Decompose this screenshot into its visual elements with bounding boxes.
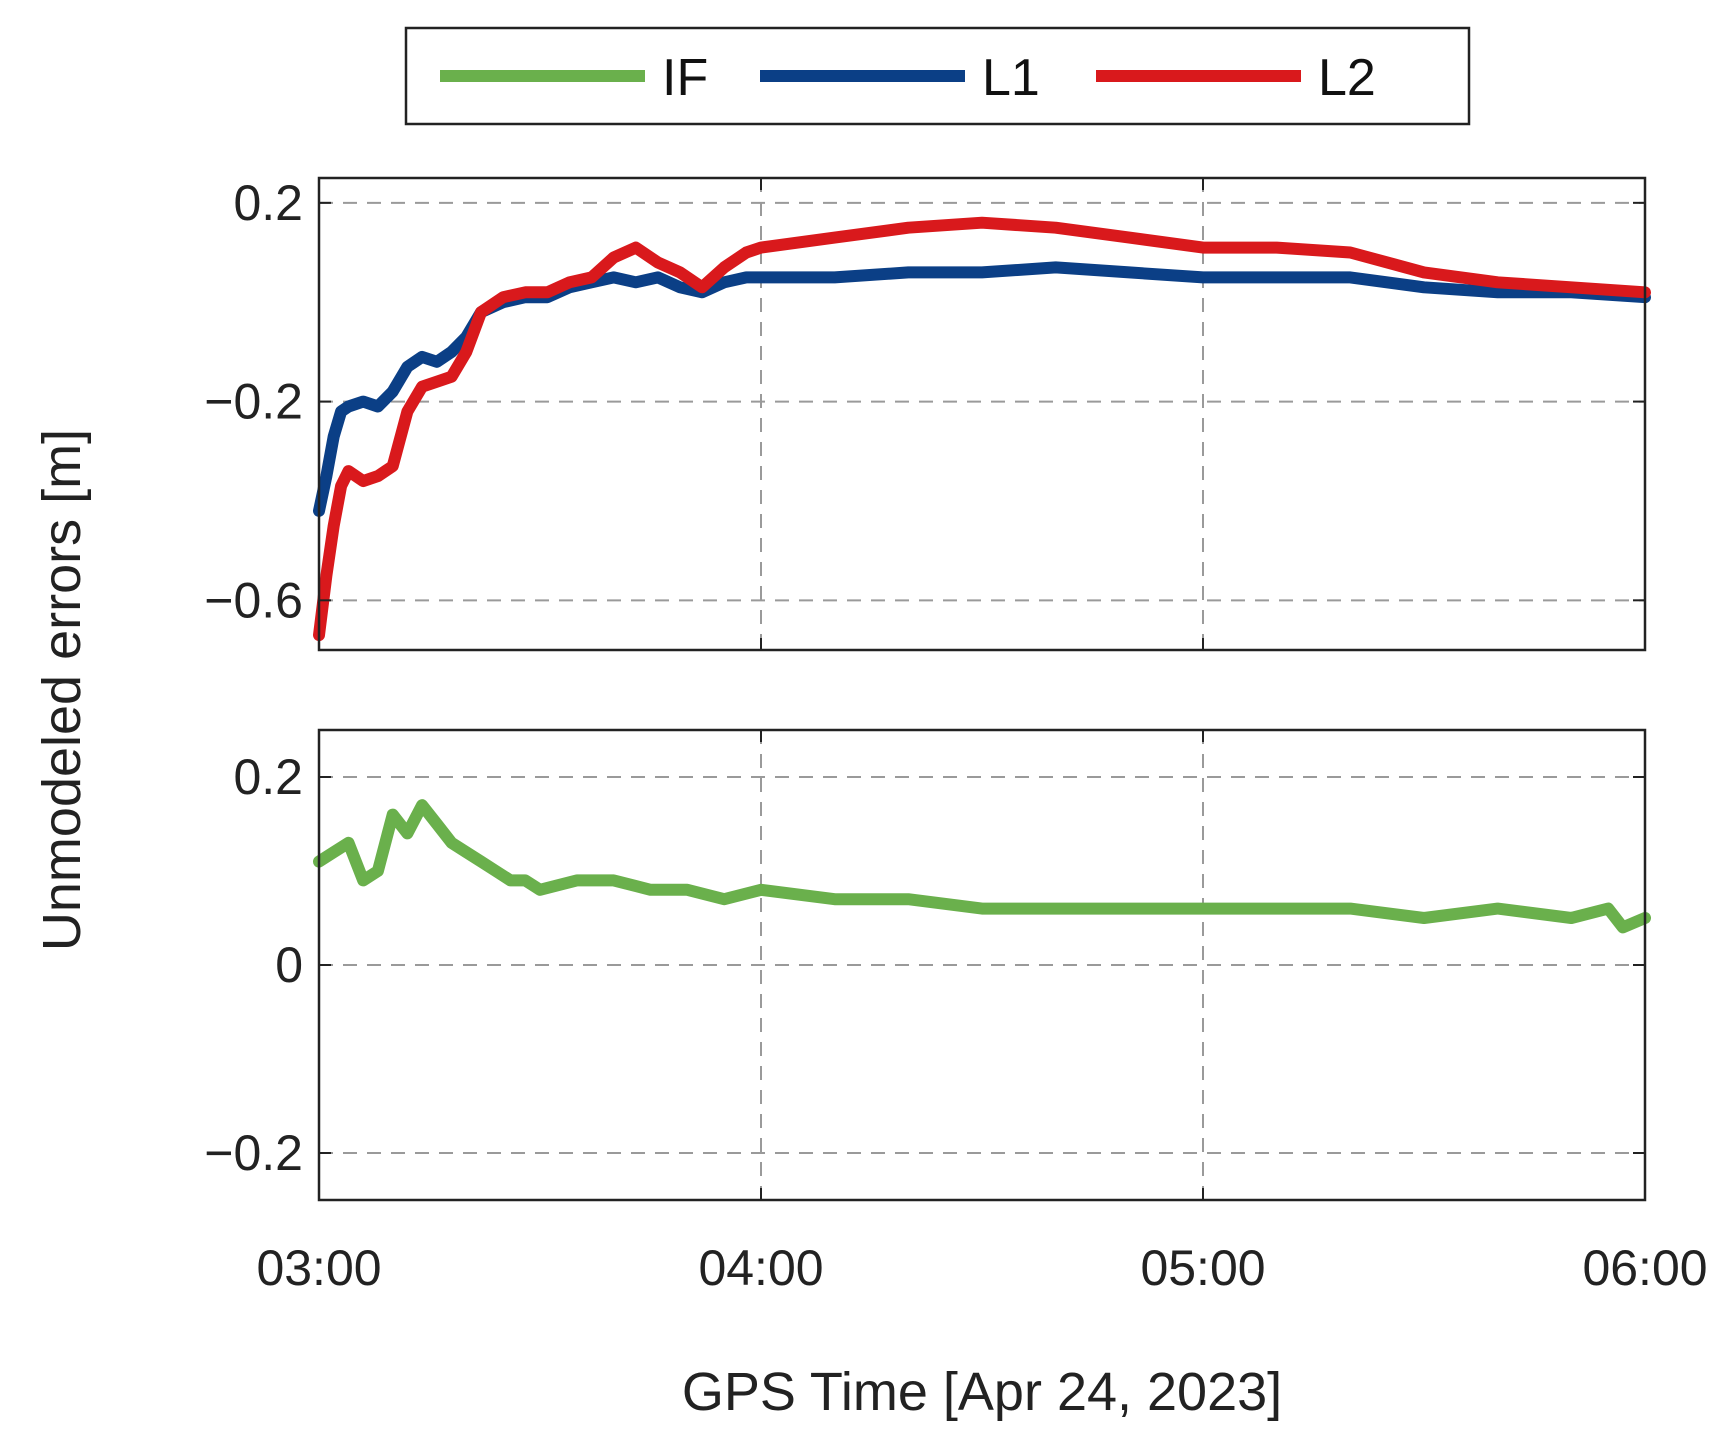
x-tick-label: 03:00: [256, 1240, 381, 1296]
top-panel-series: [313, 216, 1651, 642]
legend-label-if: IF: [662, 49, 708, 107]
x-tick-label: 06:00: [1582, 1240, 1707, 1296]
y-tick-label: 0: [275, 937, 303, 993]
bottom-panel-series: [313, 799, 1651, 934]
y-tick-label: −0.2: [204, 374, 303, 430]
bottom-panel-x-ticks: 03:00 04:00 05:00 06:00: [256, 1240, 1707, 1296]
top-panel: 0.2 −0.2 −0.6: [204, 175, 1651, 652]
bottom-panel-grid: [319, 730, 1645, 1200]
y-tick-label: 0.2: [233, 175, 303, 231]
legend-entry-l1: L1: [760, 49, 1040, 107]
series-line-l1: [313, 261, 1651, 517]
legend-entry-l2: L2: [1096, 49, 1376, 107]
x-tick-label: 05:00: [1140, 1240, 1265, 1296]
x-tick-label: 04:00: [698, 1240, 823, 1296]
y-tick-label: −0.2: [204, 1125, 303, 1181]
x-axis-title: GPS Time [Apr 24, 2023]: [682, 1362, 1282, 1422]
y-axis-title: Unmodeled errors [m]: [32, 429, 92, 951]
bottom-panel-y-ticks: 0.2 0 −0.2: [204, 749, 1645, 1181]
series-line-l2: [313, 216, 1651, 642]
bottom-panel: 0.2 0 −0.2 03:00 04:00 05:00 06:00: [204, 728, 1708, 1296]
series-line-if: [313, 799, 1651, 934]
legend: IF L1 L2: [404, 26, 1471, 126]
top-panel-y-ticks: 0.2 −0.2 −0.6: [204, 175, 1645, 628]
legend-label-l1: L1: [982, 49, 1040, 107]
legend-label-l2: L2: [1318, 49, 1376, 107]
y-tick-label: −0.6: [204, 572, 303, 628]
top-panel-axes: [317, 176, 1647, 652]
legend-entry-if: IF: [440, 49, 708, 107]
top-panel-grid: [319, 178, 1645, 650]
y-tick-label: 0.2: [233, 749, 303, 805]
